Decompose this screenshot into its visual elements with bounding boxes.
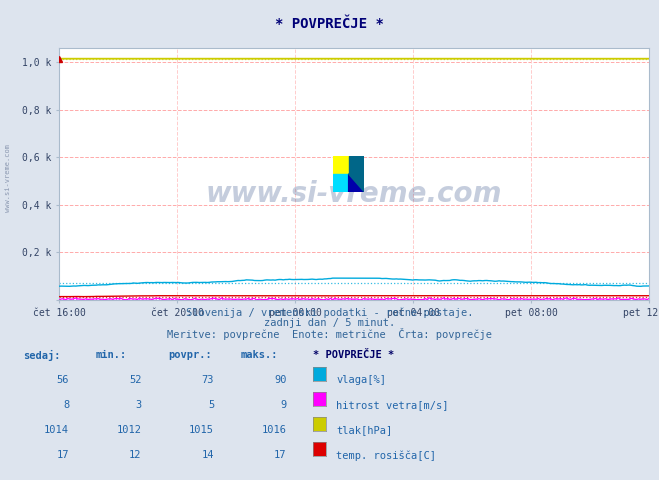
Polygon shape bbox=[349, 174, 364, 192]
Text: 90: 90 bbox=[274, 375, 287, 385]
Text: Meritve: povprečne  Enote: metrične  Črta: povprečje: Meritve: povprečne Enote: metrične Črta:… bbox=[167, 328, 492, 340]
Text: sedaj:: sedaj: bbox=[23, 350, 61, 361]
Text: 52: 52 bbox=[129, 375, 142, 385]
Text: 14: 14 bbox=[202, 450, 214, 460]
Text: * POVPREČJE *: * POVPREČJE * bbox=[275, 17, 384, 31]
Polygon shape bbox=[349, 174, 364, 192]
Text: 1012: 1012 bbox=[117, 425, 142, 435]
Text: 73: 73 bbox=[202, 375, 214, 385]
Text: www.si-vreme.com: www.si-vreme.com bbox=[5, 144, 11, 212]
Text: www.si-vreme.com: www.si-vreme.com bbox=[206, 180, 502, 208]
Text: temp. rosišča[C]: temp. rosišča[C] bbox=[336, 450, 436, 461]
Text: * POVPREČJE *: * POVPREČJE * bbox=[313, 350, 394, 360]
Polygon shape bbox=[349, 156, 364, 174]
Text: 3: 3 bbox=[136, 400, 142, 410]
Text: 17: 17 bbox=[274, 450, 287, 460]
Text: hitrost vetra[m/s]: hitrost vetra[m/s] bbox=[336, 400, 449, 410]
Text: tlak[hPa]: tlak[hPa] bbox=[336, 425, 392, 435]
Text: zadnji dan / 5 minut.: zadnji dan / 5 minut. bbox=[264, 318, 395, 328]
Text: 56: 56 bbox=[57, 375, 69, 385]
Text: 1015: 1015 bbox=[189, 425, 214, 435]
Text: min.:: min.: bbox=[96, 350, 127, 360]
Text: vlaga[%]: vlaga[%] bbox=[336, 375, 386, 385]
Polygon shape bbox=[349, 174, 364, 192]
Text: maks.:: maks.: bbox=[241, 350, 278, 360]
Text: povpr.:: povpr.: bbox=[168, 350, 212, 360]
Text: 1014: 1014 bbox=[44, 425, 69, 435]
Text: 1016: 1016 bbox=[262, 425, 287, 435]
Text: 17: 17 bbox=[57, 450, 69, 460]
Text: 12: 12 bbox=[129, 450, 142, 460]
Text: 8: 8 bbox=[63, 400, 69, 410]
Polygon shape bbox=[333, 174, 349, 192]
Text: 5: 5 bbox=[208, 400, 214, 410]
Bar bbox=[333, 156, 349, 174]
Text: 9: 9 bbox=[281, 400, 287, 410]
Text: Slovenija / vremenski podatki - ročne postaje.: Slovenija / vremenski podatki - ročne po… bbox=[186, 307, 473, 318]
